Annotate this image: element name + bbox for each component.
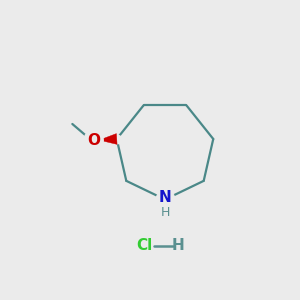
Polygon shape bbox=[99, 134, 117, 144]
Text: Cl: Cl bbox=[136, 238, 152, 253]
Text: O: O bbox=[87, 133, 100, 148]
Text: H: H bbox=[160, 206, 170, 219]
Text: H: H bbox=[172, 238, 185, 253]
Text: N: N bbox=[159, 190, 171, 206]
